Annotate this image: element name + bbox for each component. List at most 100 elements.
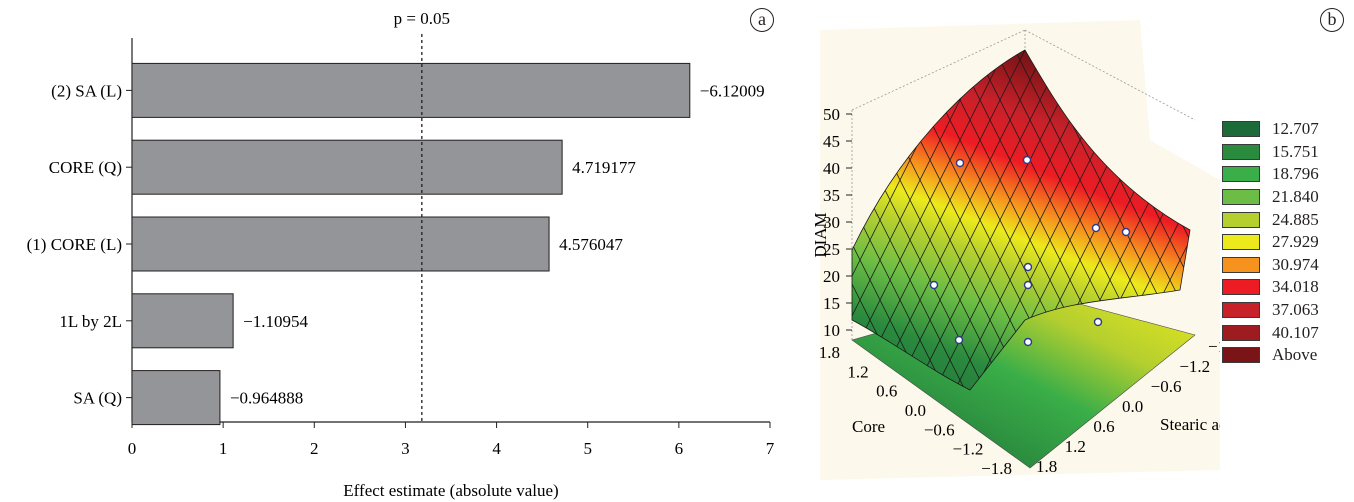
sa-tick-label: 0.6 <box>1093 417 1114 436</box>
legend-label: 34.018 <box>1272 277 1319 297</box>
z-tick-label: 10 <box>823 321 840 340</box>
sa-tick-label: 1.8 <box>1036 457 1057 476</box>
x-tick-label: 3 <box>401 439 410 458</box>
legend-swatch <box>1222 166 1260 183</box>
legend-label: 30.974 <box>1272 254 1319 274</box>
legend-item: 34.018 <box>1222 276 1319 299</box>
core-tick-label: 0.6 <box>876 382 897 401</box>
sa-axis-title: Stearic acid <box>1160 415 1220 434</box>
bar <box>131 216 550 272</box>
x-tick-label: 2 <box>310 439 319 458</box>
core-tick-label: −0.6 <box>924 420 955 439</box>
legend-item: 27.929 <box>1222 231 1319 254</box>
legend-swatch <box>1222 189 1260 206</box>
sa-tick-label: 1.2 <box>1065 437 1086 456</box>
legend-swatch <box>1222 279 1260 296</box>
core-tick-label: 1.8 <box>819 343 840 362</box>
reference-line-label: p = 0.05 <box>394 9 450 28</box>
mesh-line <box>852 50 981 390</box>
x-tick-label: 4 <box>492 439 501 458</box>
legend-label: 12.707 <box>1272 119 1319 139</box>
legend-swatch <box>1222 143 1260 160</box>
design-point <box>1023 280 1033 290</box>
bar <box>131 139 563 195</box>
legend-swatch <box>1222 234 1260 251</box>
legend-item: 12.707 <box>1222 118 1319 141</box>
legend-item: 40.107 <box>1222 321 1319 344</box>
sa-tick-label: 0.0 <box>1122 397 1143 416</box>
design-point <box>1023 337 1033 347</box>
design-point <box>955 158 965 168</box>
z-tick-label: 50 <box>823 105 840 124</box>
core-tick-label: 0.0 <box>905 401 926 420</box>
core-tick-label: 1.2 <box>847 362 868 381</box>
sa-tick-label: −0.6 <box>1151 377 1182 396</box>
value-label: −0.964888 <box>230 389 303 408</box>
legend-swatch <box>1222 256 1260 273</box>
legend-swatch <box>1222 302 1260 319</box>
panel-label-a: a <box>750 8 774 32</box>
z-tick-label: 25 <box>823 240 840 259</box>
x-tick-label: 0 <box>128 439 137 458</box>
legend-label: Above <box>1272 345 1318 365</box>
legend-item: 37.063 <box>1222 299 1319 322</box>
pareto-chart: (2) SA (L) −6.12009 CORE (Q) 4.719177 (1) CO… <box>27 9 775 500</box>
design-point <box>954 335 964 345</box>
x-axis-title: Effect estimate (absolute value) <box>343 481 558 500</box>
legend-item: 24.885 <box>1222 208 1319 231</box>
category-label: 1L by 2L <box>59 312 122 331</box>
legend-swatch <box>1222 121 1260 138</box>
legend-label: 18.796 <box>1272 164 1319 184</box>
design-point <box>1022 155 1032 165</box>
value-label: −6.12009 <box>700 81 765 100</box>
legend-item: 18.796 <box>1222 163 1319 186</box>
surface-outline <box>851 49 1191 391</box>
legend-label: 21.840 <box>1272 187 1319 207</box>
bar <box>131 62 691 118</box>
legend-label: 37.063 <box>1272 300 1319 320</box>
core-axis-title: Core <box>852 417 885 436</box>
value-label: −1.10954 <box>243 312 308 331</box>
legend-label: 24.885 <box>1272 209 1319 229</box>
z-tick-label: 20 <box>823 267 840 286</box>
legend-item: 21.840 <box>1222 186 1319 209</box>
z-axis-title: DIAM <box>811 212 830 257</box>
legend-item: Above <box>1222 344 1319 367</box>
category-label: CORE (Q) <box>49 158 122 177</box>
design-point <box>1023 262 1033 272</box>
x-tick-label: 5 <box>583 439 592 458</box>
design-point <box>1093 317 1103 327</box>
x-tick-label: 7 <box>766 439 775 458</box>
x-tick-label: 6 <box>675 439 684 458</box>
core-tick-label: −1.8 <box>981 459 1012 478</box>
design-point <box>1091 223 1101 233</box>
x-tick-label: 1 <box>219 439 228 458</box>
z-tick-label: 30 <box>823 213 840 232</box>
bar <box>131 370 221 426</box>
legend-swatch <box>1222 347 1260 364</box>
panel-label-b: b <box>1320 8 1344 32</box>
z-tick-label: 35 <box>823 186 840 205</box>
sa-tick-label: −1.8 <box>1208 337 1220 356</box>
legend-item: 30.974 <box>1222 254 1319 277</box>
sa-tick-label: −1.2 <box>1179 357 1210 376</box>
legend-item: 15.751 <box>1222 141 1319 164</box>
value-label: 4.576047 <box>559 235 623 254</box>
legend-label: 15.751 <box>1272 141 1319 161</box>
legend-label: 27.929 <box>1272 232 1319 252</box>
z-tick-label: 40 <box>823 159 840 178</box>
legend-swatch <box>1222 324 1260 341</box>
category-label: (1) CORE (L) <box>27 235 122 254</box>
z-tick-label: 15 <box>823 294 840 313</box>
category-label: SA (Q) <box>73 389 122 408</box>
design-point <box>929 280 939 290</box>
surface-legend: 12.707 15.751 18.796 21.840 24.885 27.929 30.9… <box>1222 118 1319 367</box>
z-tick-label: 45 <box>823 132 840 151</box>
value-label: 4.719177 <box>572 158 636 177</box>
legend-label: 40.107 <box>1272 322 1319 342</box>
bar <box>131 293 234 349</box>
category-label: (2) SA (L) <box>51 81 122 100</box>
legend-swatch <box>1222 211 1260 228</box>
